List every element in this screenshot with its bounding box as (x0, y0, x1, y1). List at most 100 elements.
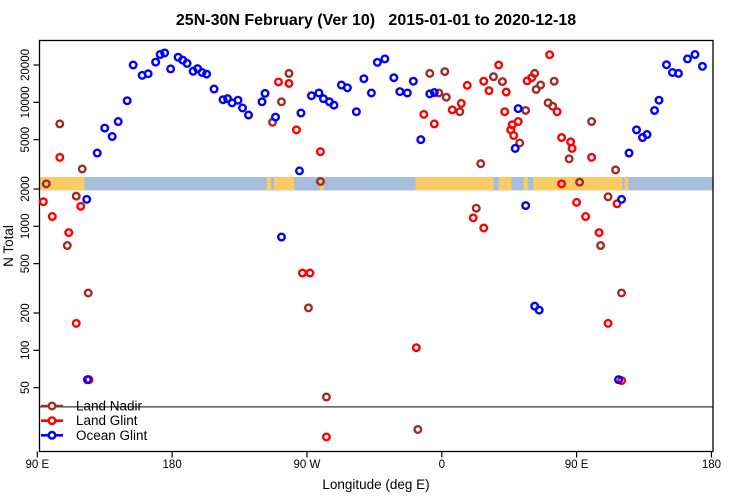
data-point-land-nadir (548, 101, 558, 111)
data-point-land-glint (55, 152, 65, 162)
map-band-land-segment (266, 177, 272, 191)
data-point-ocean-glint (690, 50, 700, 60)
data-point-land-nadir (83, 288, 93, 298)
data-point-ocean-glint (510, 143, 520, 153)
data-point-land-glint (429, 119, 439, 129)
data-point-land-glint (321, 432, 331, 442)
plot-border (38, 39, 714, 453)
data-point-ocean-glint (82, 375, 92, 385)
data-point-land-nadir (471, 203, 481, 213)
data-point-ocean-glint (218, 95, 228, 105)
data-point-ocean-glint (395, 87, 405, 97)
data-point-ocean-glint (632, 125, 642, 135)
data-point-ocean-glint (238, 103, 248, 113)
data-point-land-nadir (611, 165, 621, 175)
data-point-land-glint (419, 109, 429, 119)
data-point-ocean-glint (654, 95, 664, 105)
data-point-land-glint (557, 133, 567, 143)
data-point-ocean-glint (617, 194, 627, 204)
legend-point-sample (47, 430, 57, 440)
data-point-land-glint (527, 73, 537, 83)
data-point-ocean-glint (402, 88, 412, 98)
data-point-land-nadir (455, 107, 465, 117)
data-point-land-nadir (587, 117, 597, 127)
data-point-ocean-glint (513, 104, 523, 114)
data-point-ocean-glint (642, 130, 652, 140)
data-point-ocean-glint (650, 105, 660, 115)
data-point-land-nadir (564, 154, 574, 164)
legend-point-sample (47, 401, 57, 411)
data-point-land-glint (479, 223, 489, 233)
data-point-land-nadir (596, 241, 606, 251)
data-point-ocean-glint (314, 88, 324, 98)
data-point-ocean-glint (294, 166, 304, 176)
data-point-ocean-glint (107, 132, 117, 142)
data-point-land-glint (38, 197, 48, 207)
series-land-nadir (41, 67, 627, 434)
data-point-land-nadir (315, 176, 325, 186)
data-point-ocean-glint (624, 148, 634, 158)
data-point-land-glint (411, 343, 421, 353)
data-point-land-nadir (440, 67, 450, 77)
data-point-land-nadir (617, 288, 627, 298)
data-point-land-nadir (476, 159, 486, 169)
series-ocean-glint (82, 48, 707, 385)
data-point-land-nadir (55, 119, 65, 129)
data-point-land-nadir (276, 97, 286, 107)
data-point-ocean-glint (100, 123, 110, 133)
data-point-ocean-glint (160, 48, 170, 58)
data-point-land-glint (76, 201, 86, 211)
data-point-ocean-glint (143, 69, 153, 79)
data-point-ocean-glint (342, 83, 352, 93)
x-tick-label: 180 (702, 459, 721, 471)
data-point-ocean-glint (166, 64, 176, 74)
legend-item: Land Nadir (41, 399, 143, 414)
data-point-ocean-glint (662, 60, 672, 70)
data-point-land-nadir (536, 80, 546, 90)
data-point-land-nadir (515, 138, 525, 148)
legend-point-sample (47, 416, 57, 426)
data-point-ocean-glint (82, 194, 92, 204)
map-band-land-segment (624, 177, 629, 191)
data-point-land-nadir (321, 392, 331, 402)
data-point-land-glint (501, 87, 511, 97)
data-point-land-nadir (303, 303, 313, 313)
x-tick-label: 90 E (565, 459, 589, 471)
data-point-ocean-glint (521, 201, 531, 211)
data-point-land-glint (479, 76, 489, 86)
legend-label: Land Nadir (76, 399, 143, 414)
y-tick-label: 5000 (20, 127, 32, 153)
data-point-ocean-glint (429, 88, 439, 98)
data-point-land-glint (64, 228, 74, 238)
map-band (39, 177, 713, 191)
data-point-land-glint (284, 78, 294, 88)
data-point-land-glint (456, 98, 466, 108)
chart-title: 25N-30N February (Ver 10) 2015-01-01 to … (176, 12, 576, 29)
data-point-land-glint (494, 60, 504, 70)
data-point-ocean-glint (416, 135, 426, 145)
data-point-land-glint (484, 86, 494, 96)
data-point-land-glint (545, 50, 555, 60)
data-point-land-glint (297, 268, 307, 278)
data-point-land-glint (557, 179, 567, 189)
data-point-ocean-glint (155, 50, 165, 60)
data-point-ocean-glint (359, 74, 369, 84)
map-band-land-segment (415, 177, 494, 191)
data-point-land-nadir (41, 179, 51, 189)
data-point-land-nadir (62, 241, 72, 251)
y-axis-title: N Total (1, 225, 16, 267)
data-point-land-glint (273, 77, 283, 87)
data-points-layer (38, 48, 707, 442)
data-point-land-glint (500, 107, 510, 117)
data-point-land-glint (612, 199, 622, 209)
data-point-land-glint (315, 147, 325, 157)
data-point-ocean-glint (270, 112, 280, 122)
data-point-ocean-glint (122, 96, 132, 106)
y-tick-label: 1000 (20, 214, 32, 240)
y-tick-label: 500 (20, 254, 32, 273)
data-point-land-glint (594, 228, 604, 238)
data-point-ocean-glint (682, 54, 692, 64)
data-point-ocean-glint (673, 68, 683, 78)
data-point-land-nadir (549, 76, 559, 86)
